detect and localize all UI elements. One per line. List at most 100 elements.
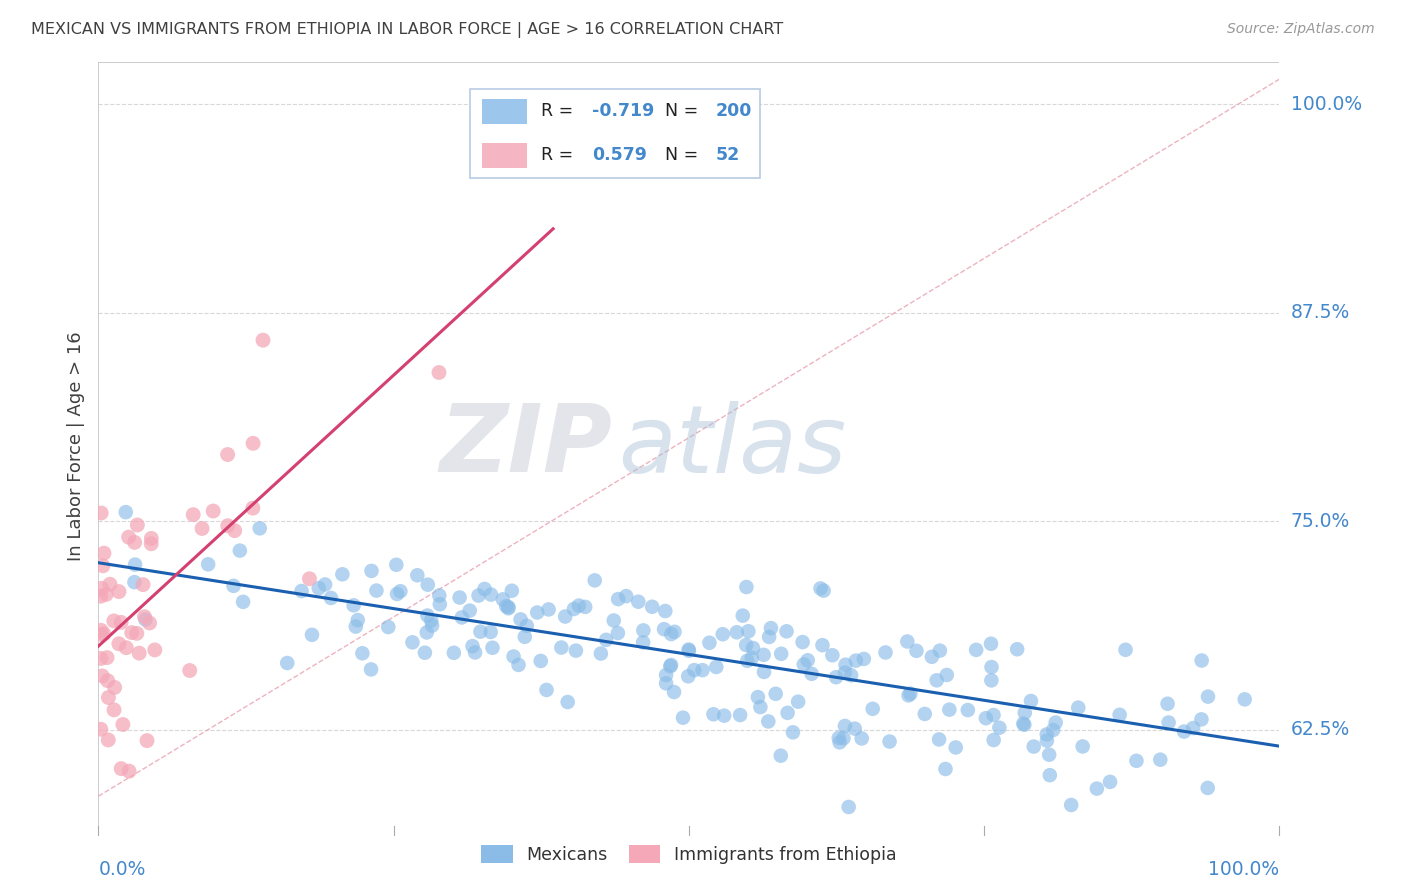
Point (342, 599, 364, 613)
Point (728, 708, 751, 723)
Point (1014, 706, 1036, 720)
Point (308, 581, 330, 595)
Point (742, 640, 765, 655)
Point (627, 595, 650, 609)
Point (502, 649, 524, 664)
Point (124, 575, 146, 590)
Point (735, 654, 758, 668)
Point (222, 579, 245, 593)
Point (104, 681, 127, 695)
Point (839, 668, 862, 682)
Point (90, 582, 112, 596)
Point (655, 676, 678, 690)
Point (242, 436, 264, 450)
Point (252, 333, 274, 347)
Point (1115, 642, 1137, 657)
Y-axis label: In Labor Force | Age > 16: In Labor Force | Age > 16 (66, 331, 84, 561)
Point (125, 626, 148, 640)
Point (692, 663, 714, 677)
Point (699, 636, 721, 650)
Point (332, 567, 354, 582)
Point (655, 668, 678, 682)
Point (775, 624, 797, 639)
Point (229, 543, 252, 558)
Point (672, 711, 695, 725)
Point (796, 653, 818, 667)
Text: N =: N = (665, 146, 704, 164)
Point (401, 635, 423, 649)
Point (91, 669, 114, 683)
Point (413, 646, 436, 660)
Point (659, 659, 682, 673)
Point (464, 645, 486, 659)
Point (508, 657, 530, 672)
Point (93, 627, 115, 641)
Point (659, 658, 682, 673)
Point (1039, 768, 1062, 782)
Point (509, 612, 531, 626)
Text: ZIP: ZIP (439, 400, 612, 492)
Point (191, 521, 214, 535)
Point (983, 733, 1005, 747)
Point (97, 690, 120, 705)
Point (481, 640, 503, 655)
Point (1156, 697, 1178, 711)
Point (124, 535, 146, 549)
Text: 52: 52 (716, 146, 741, 164)
Point (111, 717, 134, 731)
Point (420, 618, 443, 632)
Point (479, 624, 502, 639)
Point (782, 725, 804, 739)
Point (498, 601, 520, 615)
Point (702, 707, 724, 722)
Point (90, 506, 112, 520)
Point (562, 602, 585, 616)
Point (298, 572, 321, 586)
Point (965, 643, 987, 657)
Point (811, 638, 834, 652)
Point (134, 613, 156, 627)
Point (492, 592, 515, 607)
Point (678, 642, 700, 657)
Point (945, 740, 967, 755)
Text: 62.5%: 62.5% (1291, 720, 1350, 739)
Point (138, 615, 160, 630)
Point (704, 660, 727, 674)
Point (450, 610, 472, 624)
Point (90, 723, 112, 737)
Point (749, 700, 772, 714)
Point (792, 635, 814, 649)
Text: MEXICAN VS IMMIGRANTS FROM ETHIOPIA IN LABOR FORCE | AGE > 16 CORRELATION CHART: MEXICAN VS IMMIGRANTS FROM ETHIOPIA IN L… (31, 22, 783, 38)
Point (851, 731, 873, 746)
Point (1099, 775, 1122, 789)
Text: 0.0%: 0.0% (98, 860, 146, 880)
Point (416, 608, 439, 623)
Point (834, 657, 856, 672)
Point (1036, 733, 1059, 747)
Point (813, 583, 835, 598)
Point (683, 663, 706, 677)
Point (110, 615, 132, 630)
Point (810, 582, 832, 596)
Point (474, 582, 496, 596)
Point (832, 731, 855, 746)
Point (759, 621, 782, 635)
Point (458, 604, 481, 618)
Point (202, 504, 225, 518)
Point (141, 537, 163, 551)
Point (896, 634, 918, 648)
Point (108, 584, 131, 599)
Point (654, 604, 676, 618)
Point (938, 703, 960, 717)
Point (925, 673, 948, 688)
Point (118, 764, 141, 779)
Point (1189, 712, 1212, 726)
Point (595, 632, 617, 647)
Point (752, 648, 775, 662)
Point (121, 625, 143, 640)
Point (711, 627, 734, 641)
Point (141, 532, 163, 546)
Point (416, 577, 439, 591)
Point (1067, 700, 1090, 714)
Point (1012, 716, 1035, 731)
